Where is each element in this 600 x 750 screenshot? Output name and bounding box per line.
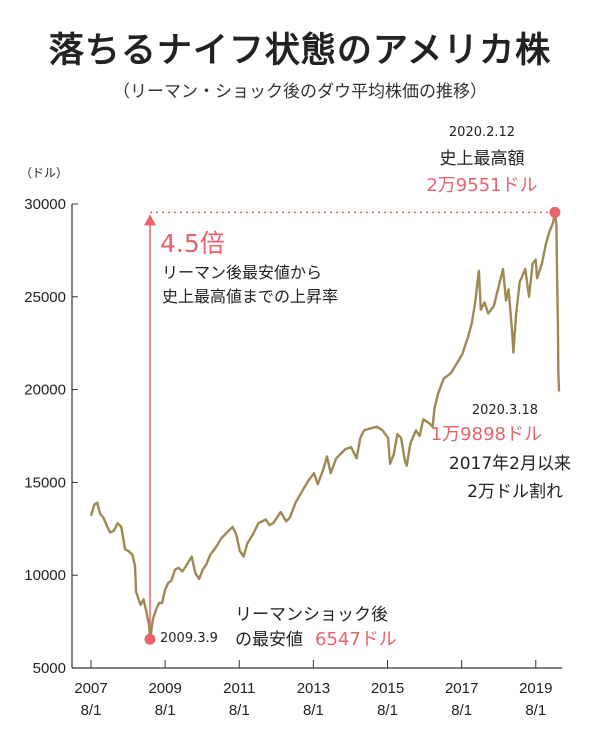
low-value: 6547ドル: [315, 629, 397, 650]
chart-subtitle: （リーマン・ショック後のダウ平均株価の推移）: [113, 82, 487, 102]
peak-date: 2020.2.12: [449, 125, 515, 140]
ratio-line1: リーマン後最安値から: [162, 263, 322, 282]
peak-value: 2万9551ドル: [426, 175, 537, 196]
x-tick-date: 8/1: [81, 702, 102, 719]
x-tick-date: 8/1: [525, 702, 546, 719]
x-tick-year: 2019: [519, 680, 552, 697]
y-unit-label: （ドル）: [20, 166, 68, 180]
low-date: 2009.3.9: [160, 631, 218, 646]
x-tick-year: 2011: [223, 680, 255, 697]
x-tick-date: 8/1: [303, 702, 324, 719]
chart-title: 落ちるナイフ状態のアメリカ株: [48, 31, 552, 71]
last-date: 2020.3.18: [472, 403, 538, 418]
x-tick-year: 2015: [371, 680, 404, 697]
x-tick-year: 2009: [148, 680, 181, 697]
x-tick-date: 8/1: [377, 702, 398, 719]
ratio-value: 4.5倍: [160, 229, 225, 258]
last-note1: 2017年2月以来: [449, 454, 571, 474]
low-label1: リーマンショック後: [235, 605, 388, 625]
y-tick-label: 25000: [24, 289, 66, 306]
y-tick-label: 30000: [24, 196, 66, 213]
x-tick-year: 2007: [74, 680, 107, 697]
x-tick-date: 8/1: [229, 702, 250, 719]
low-label2: の最安値: [235, 630, 303, 650]
peak-point: [549, 206, 561, 218]
y-tick-label: 10000: [24, 567, 66, 584]
ratio-line2: 史上最高値までの上昇率: [162, 287, 338, 306]
last-note2: 2万ドル割れ: [467, 482, 563, 502]
x-tick-year: 2013: [297, 680, 330, 697]
x-tick-date: 8/1: [451, 702, 472, 719]
ratio-arrowhead: [144, 214, 156, 226]
last-value: 1万9898ドル: [431, 424, 542, 445]
y-tick-label: 5000: [33, 660, 66, 677]
y-tick-label: 15000: [24, 474, 66, 491]
y-tick-label: 20000: [24, 382, 66, 399]
x-tick-year: 2017: [445, 680, 478, 697]
peak-label: 史上最高額: [440, 149, 525, 169]
x-tick-date: 8/1: [155, 702, 176, 719]
low-point: [144, 633, 156, 645]
